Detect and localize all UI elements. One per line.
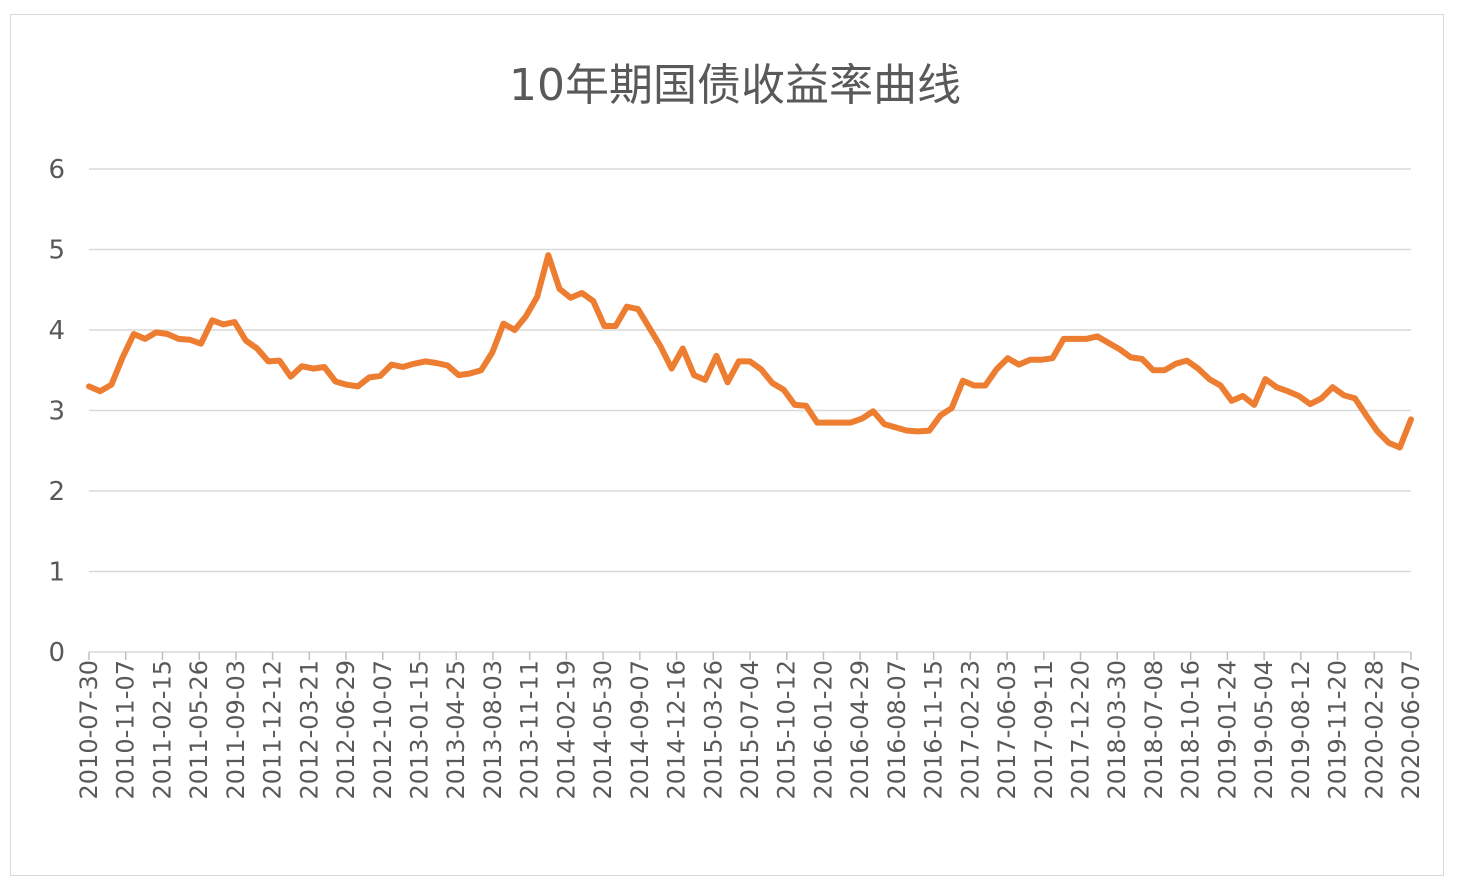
x-tick-label: 2017-12-20: [1067, 660, 1095, 799]
x-tick-label: 2019-08-12: [1287, 660, 1315, 799]
x-tick-label: 2020-06-07: [1397, 660, 1425, 799]
y-tick-label: 4: [48, 316, 65, 346]
x-tick-label: 2012-10-07: [369, 660, 397, 799]
x-tick-label: 2019-01-24: [1213, 660, 1241, 799]
x-tick-label: 2010-11-07: [112, 660, 140, 799]
x-axis: [88, 651, 1412, 660]
x-tick-label: 2016-04-29: [846, 660, 874, 799]
x-tick-label: 2013-08-03: [479, 660, 507, 799]
chart-title: 10年期国债收益率曲线: [509, 60, 961, 111]
y-axis-ticks: 0 1 2 3 4 5 6: [48, 155, 65, 668]
x-tick-label: 2014-02-19: [552, 660, 580, 799]
line-chart: 10年期国债收益率曲线 0 1 2 3 4 5 6 2010-07-30 2010-11-07…: [48, 60, 1425, 799]
x-tick-label: 2017-02-23: [956, 660, 984, 799]
x-tick-label: 2015-10-12: [773, 660, 801, 799]
x-tick-label: 2019-05-04: [1250, 660, 1278, 799]
x-tick-label: 2012-06-29: [332, 660, 360, 799]
x-tick-label: 2015-03-26: [699, 660, 727, 799]
x-tick-label: 2011-05-26: [185, 660, 213, 799]
x-tick-label: 2013-01-15: [406, 660, 434, 799]
x-tick-label: 2011-12-12: [259, 660, 287, 799]
y-tick-label: 5: [48, 236, 65, 266]
x-tick-label: 2010-07-30: [75, 660, 103, 799]
x-axis-ticks: 2010-07-30 2010-11-07 2011-02-15 2011-05-26…: [75, 660, 1425, 799]
x-tick-label: 2014-09-07: [626, 660, 654, 799]
x-tick-label: 2014-05-30: [589, 660, 617, 799]
chart-frame: 10年期国债收益率曲线 0 1 2 3 4 5 6 2010-07-30 2010-11-07…: [10, 14, 1444, 876]
series-group: [86, 252, 1414, 451]
y-tick-label: 1: [48, 558, 65, 588]
y-tick-label: 2: [48, 477, 65, 507]
x-tick-label: 2016-08-07: [883, 660, 911, 799]
x-tick-label: 2018-07-08: [1140, 660, 1168, 799]
x-tick-label: 2014-12-16: [663, 660, 691, 799]
x-tick-label: 2020-02-28: [1360, 660, 1388, 799]
x-tick-label: 2019-11-20: [1324, 660, 1352, 799]
y-tick-label: 6: [48, 155, 65, 185]
x-tick-label: 2015-07-04: [736, 660, 764, 799]
y-tick-label: 0: [48, 638, 65, 668]
x-tick-label: 2013-11-11: [516, 660, 544, 799]
series-line-0: [86, 252, 1414, 451]
x-tick-label: 2016-11-15: [920, 660, 948, 799]
x-tick-label: 2018-03-30: [1103, 660, 1131, 799]
x-tick-label: 2016-01-20: [809, 660, 837, 799]
x-tick-label: 2017-09-11: [1030, 660, 1058, 799]
x-tick-label: 2011-09-03: [222, 660, 250, 799]
gridlines: [89, 168, 1411, 573]
y-tick-label: 3: [48, 397, 65, 427]
x-tick-label: 2017-06-03: [993, 660, 1021, 799]
x-tick-label: 2012-03-21: [295, 660, 323, 799]
x-tick-label: 2018-10-16: [1177, 660, 1205, 799]
x-tick-label: 2011-02-15: [148, 660, 176, 799]
x-tick-label: 2013-04-25: [442, 660, 470, 799]
